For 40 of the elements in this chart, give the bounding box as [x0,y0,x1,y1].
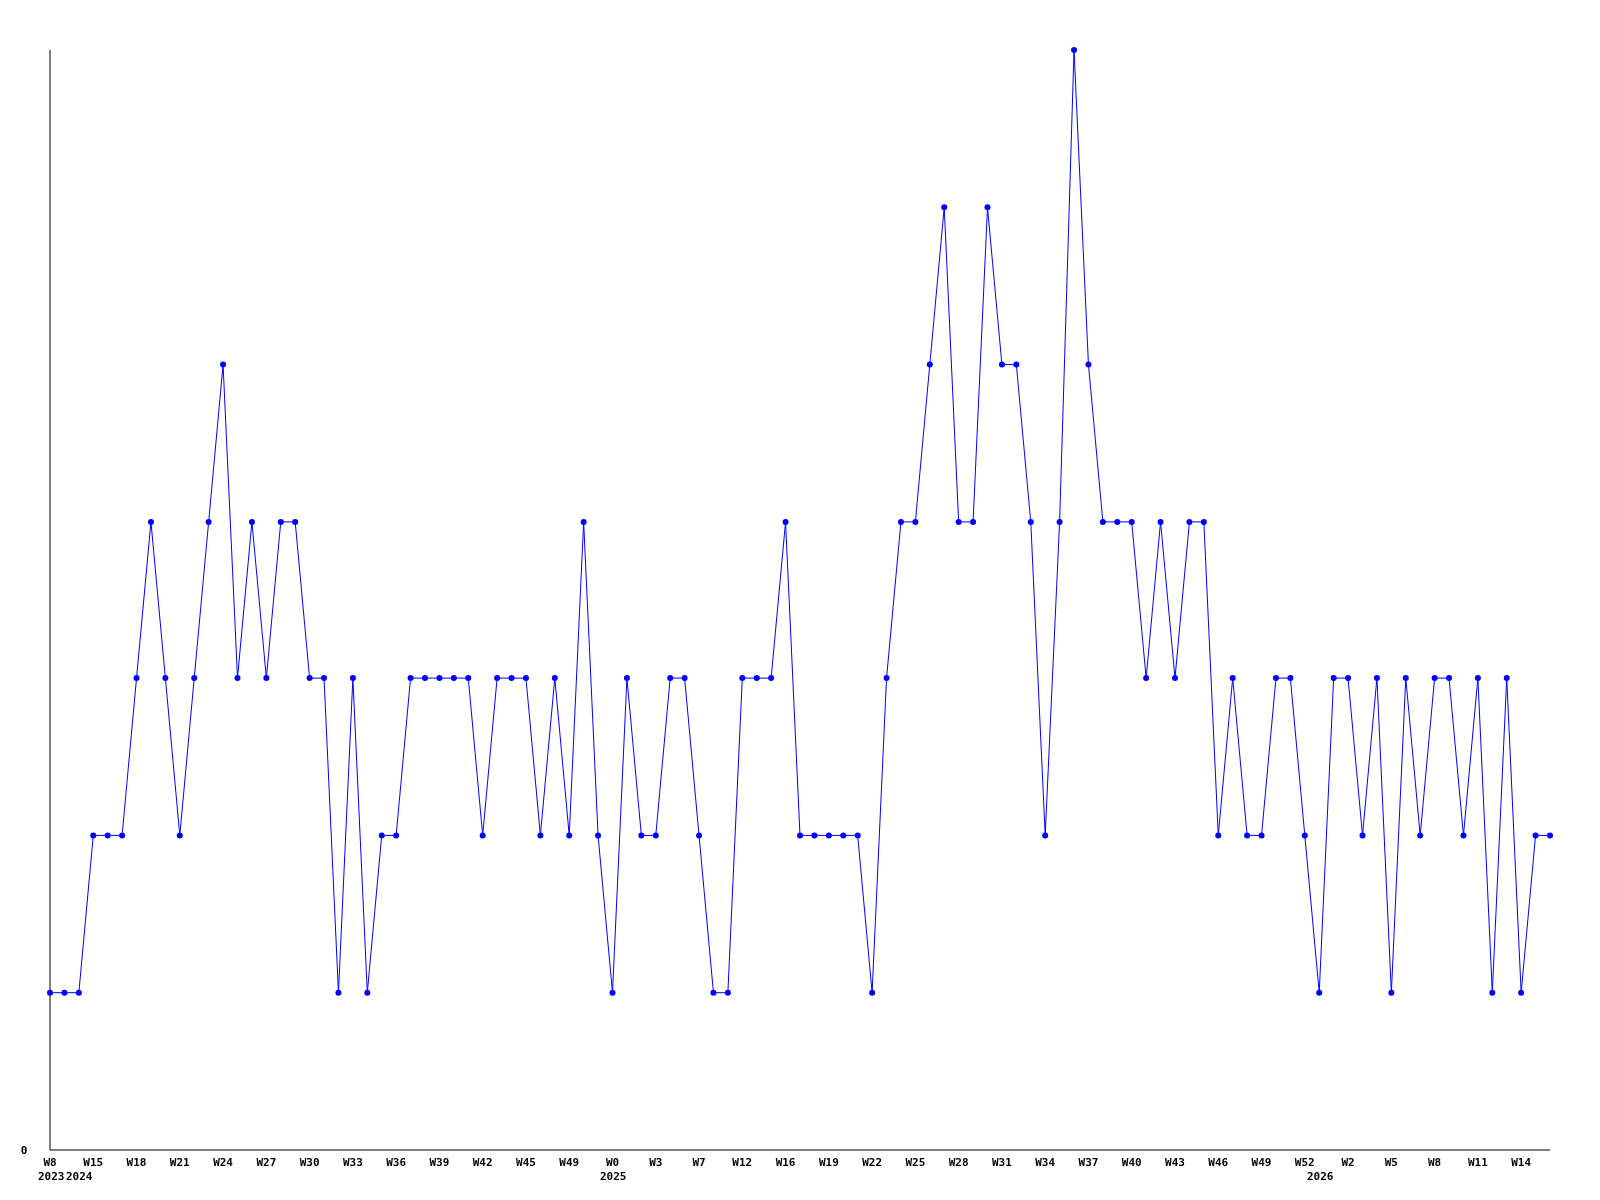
x-tick-label: W18 [126,1156,147,1169]
x-tick-label: W31 [991,1156,1013,1169]
x-tick-label: W5 [1384,1156,1398,1169]
x-tick-label: W8 [43,1156,57,1169]
x-tick-label: W22 [862,1156,883,1169]
x-tick-label: W27 [256,1156,277,1169]
x-tick-label: W33 [342,1156,363,1169]
x-tick-label: W46 [1208,1156,1229,1169]
x-tick-label: W24 [213,1156,234,1169]
x-tick-label: W40 [1121,1156,1142,1169]
x-tick-label: W0 [605,1156,620,1169]
x-tick-label: W21 [169,1156,191,1169]
x-tick-label: W42 [472,1156,493,1169]
x-tick-label: W39 [429,1156,450,1169]
x-tick-label: W45 [516,1156,536,1169]
text: 2024 [66,1170,93,1183]
x-tick-label: W25 [905,1156,926,1169]
x-tick-label: W2 [1341,1156,1355,1169]
x-tick-label: W14 [1511,1156,1532,1169]
x-tick-label: W37 [1078,1156,1099,1169]
x-tick-label: W36 [386,1156,407,1169]
x-tick-label: W16 [775,1156,796,1169]
x-tick-label: W28 [948,1156,969,1169]
x-tick-label: W43 [1165,1156,1185,1169]
x-tick-label: W49 [1251,1156,1272,1169]
x-tick-label: W12 [732,1156,753,1169]
text: 2025 [600,1170,627,1183]
x-tick-label: W34 [1035,1156,1056,1169]
text: 2023 [38,1170,65,1183]
x-tick-label: W19 [818,1156,839,1169]
x-tick-label: W3 [649,1156,663,1169]
text: 0 [20,1144,28,1157]
x-tick-label: W15 [83,1156,104,1169]
text: 2026 [1307,1170,1334,1183]
x-tick-label: W30 [299,1156,320,1169]
x-tick-label: W7 [692,1156,706,1169]
x-tick-label: W11 [1467,1156,1489,1169]
x-tick-label: W49 [559,1156,580,1169]
x-tick-label: W8 [1427,1156,1442,1169]
x-tick-label: W52 [1294,1156,1315,1169]
